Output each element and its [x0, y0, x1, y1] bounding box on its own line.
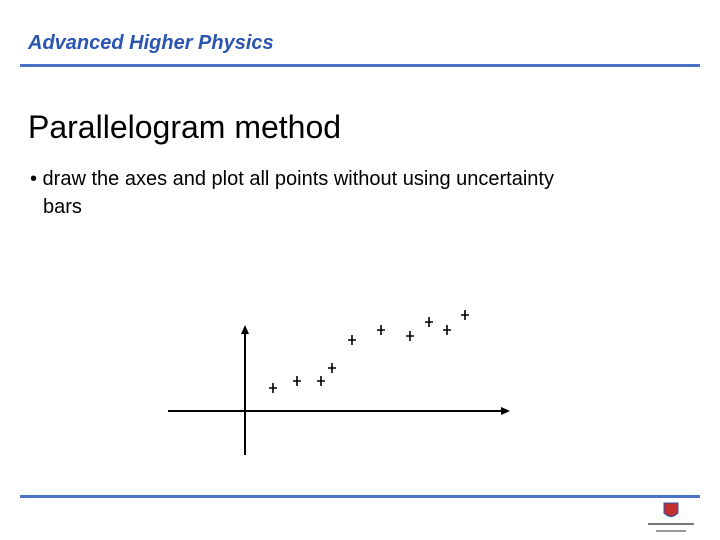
plot [168, 310, 510, 455]
header-title: Advanced Higher Physics [27, 32, 274, 54]
data-point [443, 325, 451, 335]
data-point [317, 376, 325, 386]
data-point [328, 363, 336, 373]
data-point [377, 325, 385, 335]
data-point [293, 376, 301, 386]
data-point [425, 317, 433, 327]
slide-title: Parallelogram method [28, 109, 341, 145]
x-axis-arrow [501, 407, 510, 415]
y-axis-arrow [241, 325, 249, 334]
bullet-text: • draw the axes and plot all points with… [30, 168, 554, 190]
data-point [461, 310, 469, 320]
logo [648, 502, 694, 532]
data-point [348, 335, 356, 345]
bullet-text: bars [43, 196, 82, 218]
data-point [406, 331, 414, 341]
data-point [269, 383, 277, 393]
